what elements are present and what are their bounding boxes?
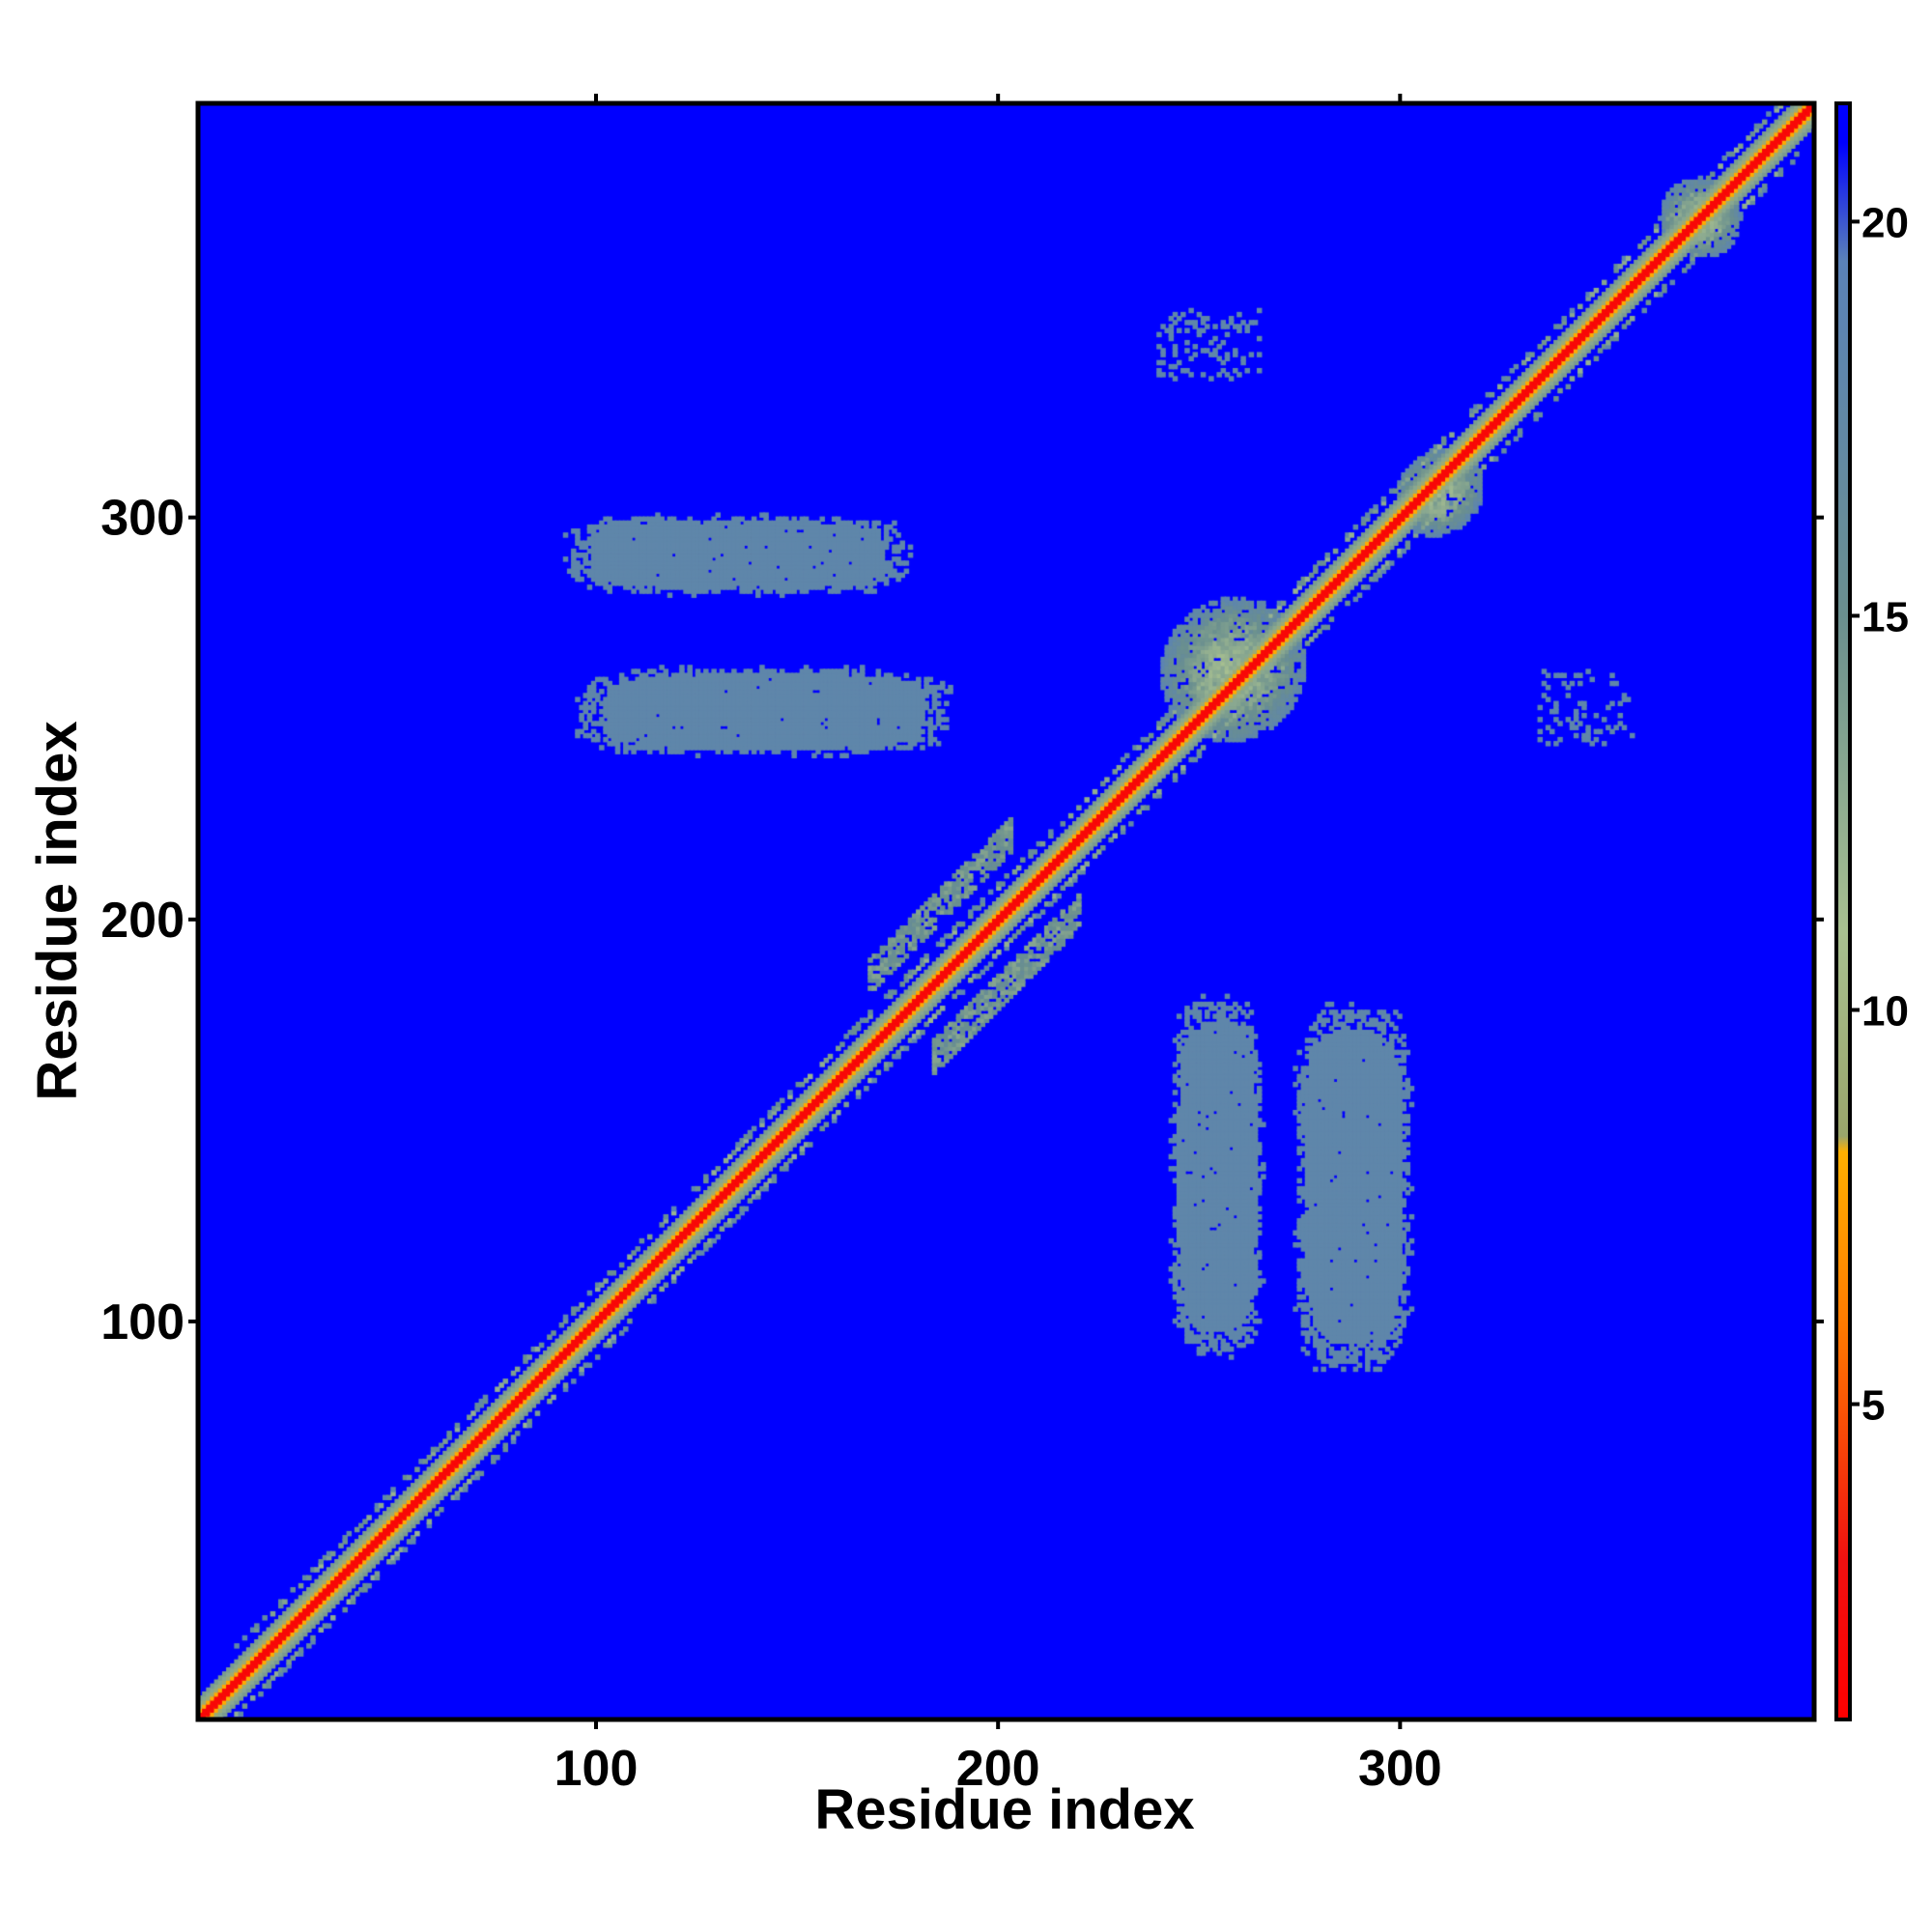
y-tick-label: 200 bbox=[100, 893, 185, 949]
x-axis-title: Residue index bbox=[814, 1778, 1194, 1841]
heatmap-area bbox=[198, 103, 1814, 1719]
colorbar bbox=[1834, 101, 1852, 1721]
x-tick-label: 300 bbox=[1358, 1741, 1442, 1797]
x-axis: 100 200 300 bbox=[554, 94, 1442, 1797]
x-tick-label: 200 bbox=[956, 1741, 1040, 1797]
plot-frame bbox=[195, 100, 1817, 1722]
colorbar-tick-label: 5 bbox=[1861, 1382, 1885, 1430]
colorbar-tick-label: 10 bbox=[1861, 988, 1909, 1036]
heatmap-canvas bbox=[198, 103, 1814, 1719]
x-tick-label: 100 bbox=[554, 1741, 639, 1797]
y-axis-title: Residue index bbox=[26, 721, 89, 1100]
y-tick-label: 100 bbox=[100, 1294, 185, 1350]
colorbar-tick-label: 15 bbox=[1861, 593, 1909, 640]
y-axis: 100 200 300 bbox=[100, 491, 1824, 1350]
colorbar-tick-label: 20 bbox=[1861, 199, 1909, 246]
colorbar-axis: 5 10 15 20 bbox=[1850, 199, 1909, 1430]
y-tick-label: 300 bbox=[100, 491, 185, 547]
